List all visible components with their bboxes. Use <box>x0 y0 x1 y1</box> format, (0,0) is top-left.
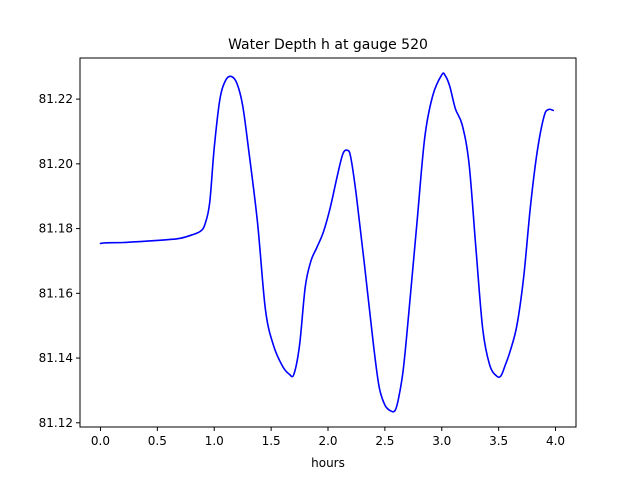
y-tick-label: 81.16 <box>39 286 73 300</box>
y-tick-label: 81.22 <box>39 92 73 106</box>
x-tick-label: 3.5 <box>489 434 508 448</box>
x-tick-label: 3.0 <box>432 434 451 448</box>
x-tick-label: 1.0 <box>205 434 224 448</box>
chart-title: Water Depth h at gauge 520 <box>228 37 428 53</box>
x-axis-label: hours <box>311 456 345 470</box>
x-tick-label: 0.0 <box>91 434 110 448</box>
x-tick-label: 0.5 <box>148 434 167 448</box>
y-tick-label: 81.18 <box>39 222 73 236</box>
y-tick-label: 81.14 <box>39 351 73 365</box>
series-line <box>99 72 555 413</box>
plot-frame <box>79 57 577 428</box>
y-tick-label: 81.20 <box>39 157 73 171</box>
x-tick-label: 2.5 <box>375 434 394 448</box>
y-tick-label: 81.12 <box>39 416 73 430</box>
x-tick-label: 4.0 <box>546 434 565 448</box>
x-tick-label: 2.0 <box>318 434 337 448</box>
x-tick-label: 1.5 <box>262 434 281 448</box>
